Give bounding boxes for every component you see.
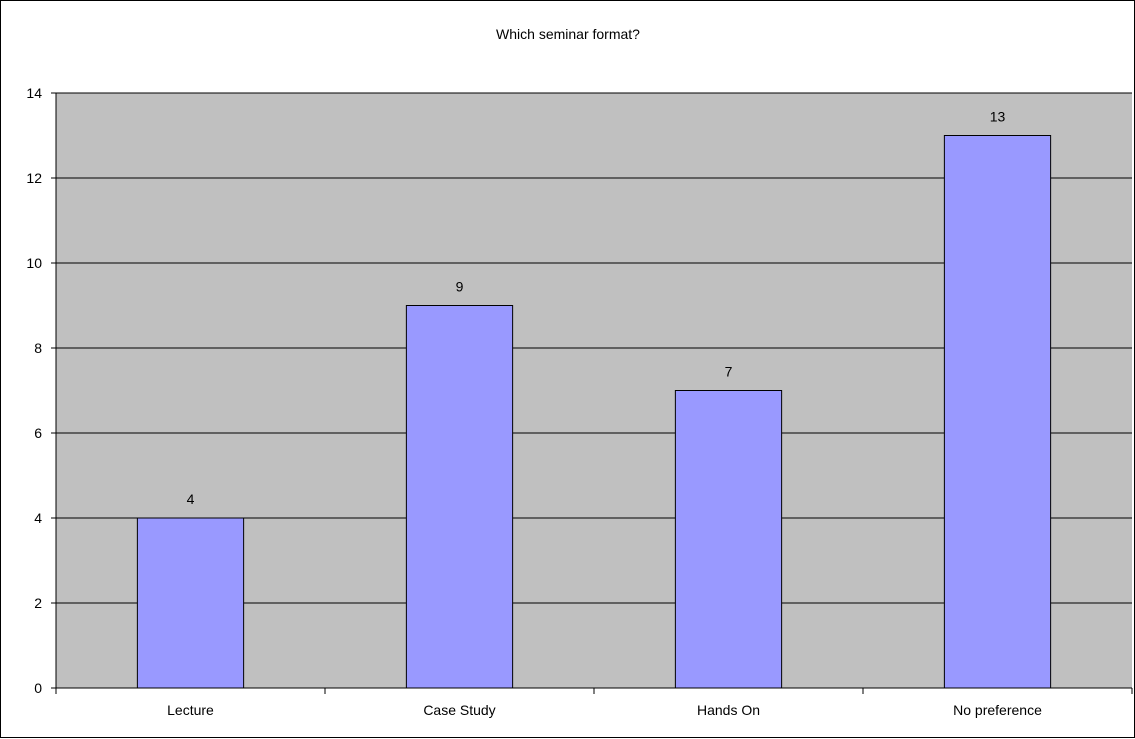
chart-title: Which seminar format? [496, 26, 640, 42]
data-label: 4 [187, 491, 195, 507]
bar-no-preference [943, 135, 1052, 689]
x-category-label: Hands On [697, 702, 760, 718]
y-tick-label: 14 [26, 85, 42, 101]
y-tick-label: 6 [34, 425, 42, 441]
bar-lecture [136, 517, 245, 689]
y-tick-label: 10 [26, 255, 42, 271]
y-tick-label: 12 [26, 170, 42, 186]
x-category-label: No preference [953, 702, 1042, 718]
y-tick-label: 0 [34, 680, 42, 696]
data-label: 7 [725, 364, 733, 380]
y-tick-label: 4 [34, 510, 42, 526]
x-category-label: Case Study [423, 702, 495, 718]
y-tick-label: 8 [34, 340, 42, 356]
x-category-label: Lecture [167, 702, 214, 718]
data-label: 9 [456, 279, 464, 295]
bar-case-study [405, 305, 514, 689]
y-tick-label: 2 [34, 595, 42, 611]
data-label: 13 [990, 109, 1006, 125]
plot-area-group: 0 2 4 6 8 10 12 14 4 Lecture 9 Case Study 7 Hands On 1… [26, 85, 1133, 718]
bar-hands-on [674, 390, 783, 689]
